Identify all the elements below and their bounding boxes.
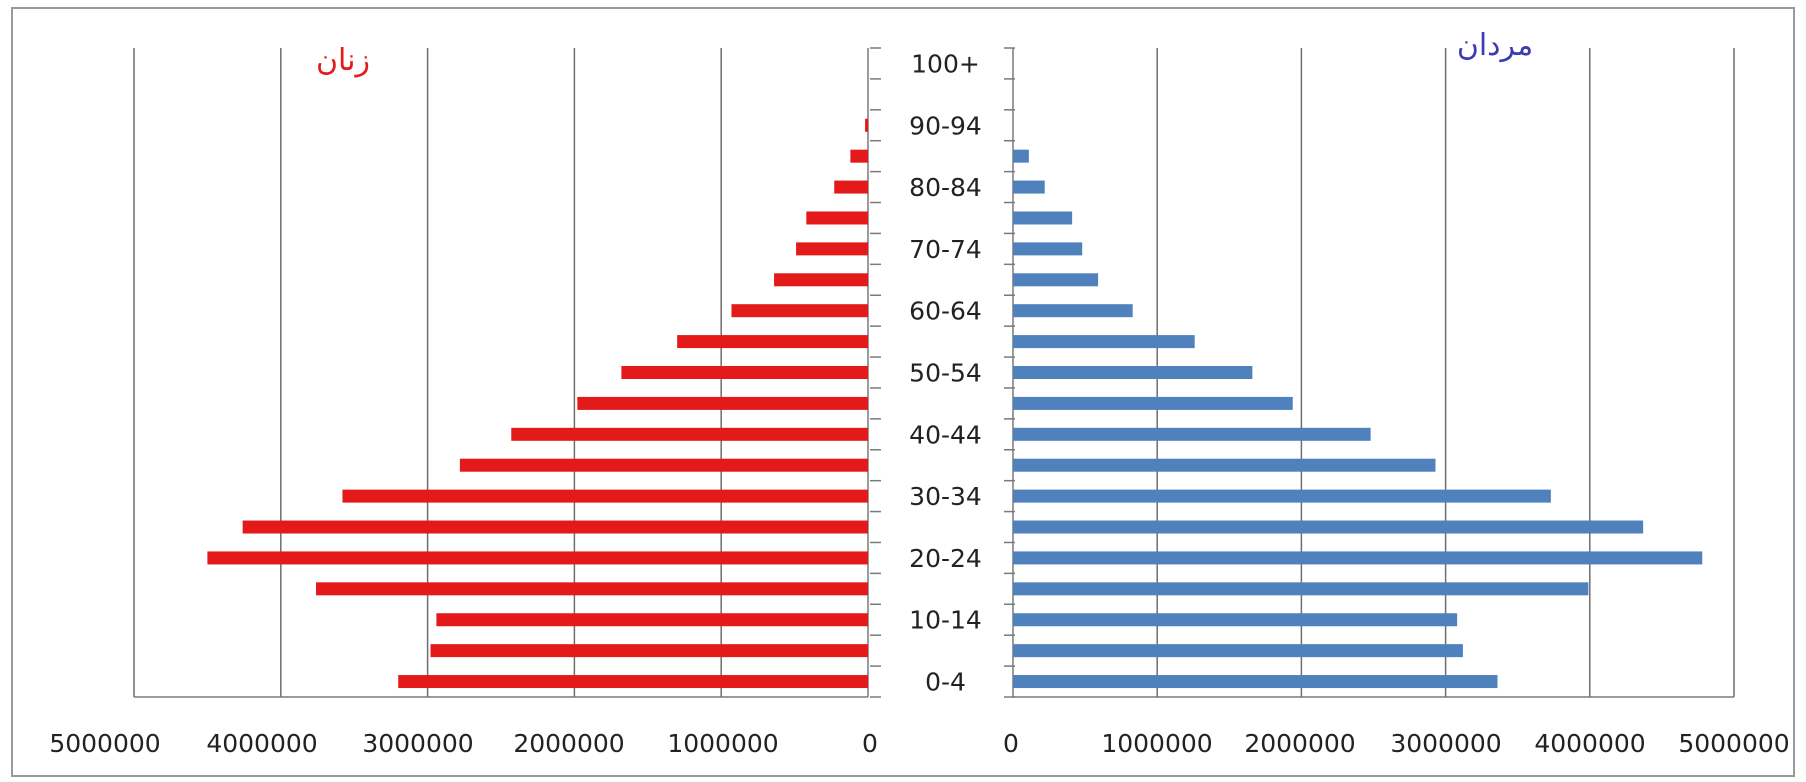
right-x-tick-label: 5000000 [1678, 729, 1789, 758]
right-x-tick-label: 0 [1003, 729, 1019, 758]
age-group-label: 40-44 [909, 420, 982, 449]
male-bar-65-69 [1013, 273, 1099, 287]
male-bar-70-74 [1013, 242, 1083, 256]
male-bar-45-49 [1013, 396, 1293, 410]
women-panel-title: زنان [316, 43, 370, 78]
male-bar-0-4 [1013, 675, 1498, 689]
male-bar-80-84 [1013, 180, 1045, 194]
age-group-label: 0-4 [925, 668, 966, 697]
age-group-label: 10-14 [909, 606, 982, 635]
left-x-tick-label: 4000000 [206, 729, 317, 758]
male-bar-60-64 [1013, 304, 1133, 318]
female-bar-55-59 [677, 335, 868, 349]
chart-frame [11, 7, 1795, 777]
age-group-label: 80-84 [909, 173, 982, 202]
female-bar-0-4 [398, 675, 868, 689]
male-bar-40-44 [1013, 427, 1371, 441]
age-group-label: 50-54 [909, 359, 982, 388]
male-bar-5-9 [1013, 644, 1463, 658]
left-x-tick-label: 1000000 [667, 729, 778, 758]
female-bar-5-9 [430, 644, 868, 658]
female-bar-80-84 [834, 180, 868, 194]
female-bar-75-79 [806, 211, 868, 225]
female-bar-85-89 [850, 149, 868, 163]
female-bar-40-44 [511, 427, 868, 441]
female-bar-15-19 [316, 582, 869, 596]
female-bar-60-64 [731, 304, 868, 318]
male-bar-30-34 [1013, 489, 1551, 503]
female-bar-20-24 [207, 551, 868, 565]
male-bar-75-79 [1013, 211, 1073, 225]
age-group-label: 90-94 [909, 111, 982, 140]
male-bar-55-59 [1013, 335, 1195, 349]
female-bar-50-54 [621, 366, 868, 379]
female-bar-30-34 [342, 489, 868, 503]
female-bar-35-39 [459, 458, 868, 472]
age-group-label: 70-74 [909, 235, 982, 264]
male-bar-50-54 [1013, 366, 1253, 379]
right-x-tick-label: 1000000 [1101, 729, 1212, 758]
female-bar-65-69 [774, 273, 868, 287]
left-x-tick-label: 0 [862, 729, 878, 758]
right-x-tick-label: 3000000 [1390, 729, 1501, 758]
male-bar-20-24 [1013, 551, 1703, 565]
male-bar-85-89 [1013, 149, 1029, 163]
left-x-tick-label: 5000000 [49, 729, 160, 758]
male-bar-10-14 [1013, 613, 1458, 627]
female-bar-70-74 [796, 242, 868, 256]
male-bar-25-29 [1013, 520, 1644, 534]
men-panel-title: مردان [1457, 28, 1533, 63]
female-bar-45-49 [577, 396, 868, 410]
female-bar-90-94 [865, 118, 868, 132]
age-group-label: 60-64 [909, 297, 982, 326]
right-x-tick-label: 2000000 [1244, 729, 1355, 758]
left-x-tick-label: 2000000 [513, 729, 624, 758]
left-x-tick-label: 3000000 [362, 729, 473, 758]
right-x-tick-label: 4000000 [1534, 729, 1645, 758]
male-bar-35-39 [1013, 458, 1436, 472]
age-group-label: 20-24 [909, 544, 982, 573]
female-bar-10-14 [436, 613, 868, 627]
female-bar-25-29 [242, 520, 868, 534]
age-group-label: 30-34 [909, 482, 982, 511]
male-bar-15-19 [1013, 582, 1589, 596]
age-group-label: 100+ [911, 49, 980, 78]
